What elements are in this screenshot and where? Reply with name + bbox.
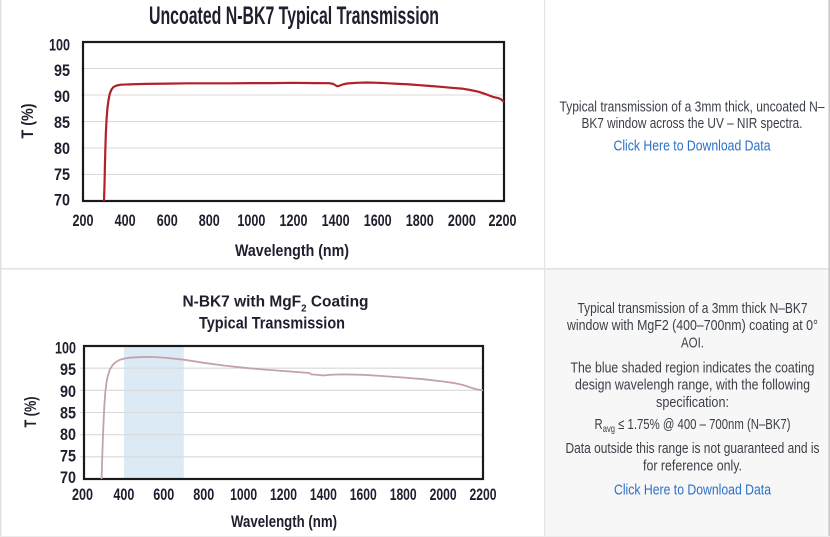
svg-text:70: 70 [54, 192, 70, 210]
svg-text:400: 400 [113, 486, 134, 504]
svg-text:100: 100 [55, 340, 76, 358]
svg-text:Data outside this range is not: Data outside this range is not guarantee… [566, 441, 820, 457]
svg-text:1400: 1400 [310, 486, 337, 504]
svg-text:800: 800 [193, 486, 214, 504]
svg-text:70: 70 [60, 469, 76, 487]
svg-text:90: 90 [54, 88, 70, 106]
svg-text:T (%): T (%) [21, 397, 40, 428]
svg-text:1200: 1200 [270, 486, 297, 504]
svg-text:800: 800 [199, 212, 220, 230]
svg-text:1000: 1000 [237, 212, 265, 230]
svg-text:T (%): T (%) [18, 104, 37, 139]
svg-text:design wavelengh range, with t: design wavelengh range, with the followi… [575, 378, 810, 394]
svg-text:1000: 1000 [230, 486, 257, 504]
svg-text:2200: 2200 [489, 212, 517, 230]
svg-text:600: 600 [157, 212, 178, 230]
svg-text:2000: 2000 [430, 486, 457, 504]
svg-text:75: 75 [60, 448, 76, 466]
svg-text:600: 600 [153, 486, 174, 504]
svg-text:specification:: specification: [656, 395, 729, 411]
svg-text:AOI.: AOI. [681, 336, 704, 352]
svg-text:Typical transmission of a 3mm: Typical transmission of a 3mm thick N–BK… [578, 301, 808, 317]
svg-text:Typical transmission of a 3mm: Typical transmission of a 3mm thick, unc… [560, 100, 826, 116]
svg-text:200: 200 [72, 486, 93, 504]
svg-text:1800: 1800 [390, 486, 417, 504]
svg-text:85: 85 [54, 114, 70, 132]
svg-text:200: 200 [73, 212, 94, 230]
svg-text:1800: 1800 [406, 212, 434, 230]
svg-text:85: 85 [60, 404, 76, 422]
svg-text:Uncoated N-BK7 Typical Transmi: Uncoated N-BK7 Typical Transmission [149, 2, 439, 30]
svg-text:1400: 1400 [322, 212, 350, 230]
svg-text:BK7 window across the UV – NIR: BK7 window across the UV – NIR spectra. [582, 116, 803, 132]
svg-text:Ravg ≤ 1.75% @ 400 – 700nm (N–: Ravg ≤ 1.75% @ 400 – 700nm (N–BK7) [595, 417, 791, 435]
svg-text:1200: 1200 [280, 212, 308, 230]
svg-text:1600: 1600 [364, 212, 392, 230]
svg-text:Click Here to Download Data: Click Here to Download Data [614, 138, 772, 154]
svg-text:Click Here to Download Data: Click Here to Download Data [614, 483, 772, 499]
svg-text:75: 75 [54, 166, 70, 184]
svg-text:100: 100 [49, 36, 70, 54]
svg-text:95: 95 [60, 361, 76, 379]
svg-text:80: 80 [54, 140, 70, 158]
svg-text:80: 80 [60, 426, 76, 444]
svg-text:N-BK7 with MgF2 Coating: N-BK7 with MgF2 Coating [183, 294, 369, 315]
svg-text:window with MgF2 (400–700nm) c: window with MgF2 (400–700nm) coating at … [566, 318, 818, 334]
svg-text:2000: 2000 [448, 212, 476, 230]
svg-text:95: 95 [54, 62, 70, 80]
svg-text:Wavelength (nm): Wavelength (nm) [235, 242, 349, 260]
svg-text:The blue shaded region indicat: The blue shaded region indicates the coa… [571, 361, 815, 377]
svg-text:Typical Transmission: Typical Transmission [199, 314, 345, 333]
svg-text:2200: 2200 [470, 486, 497, 504]
svg-text:400: 400 [115, 212, 136, 230]
svg-text:90: 90 [60, 383, 76, 401]
svg-text:for reference only.: for reference only. [643, 459, 742, 475]
svg-text:Wavelength (nm): Wavelength (nm) [231, 513, 337, 531]
svg-text:1600: 1600 [350, 486, 377, 504]
